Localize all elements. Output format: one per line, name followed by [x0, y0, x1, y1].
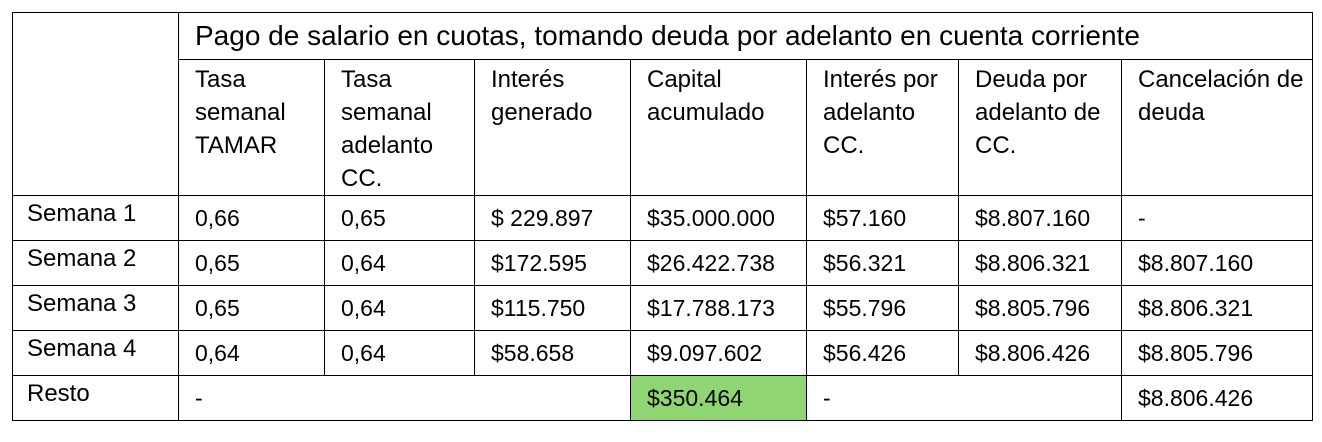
table-cell: $ 229.897 — [474, 195, 631, 241]
table-cell: $26.422.738 — [630, 240, 807, 286]
resto-capital-cell: $350.464 — [630, 375, 807, 421]
table-cell: - — [1120, 195, 1314, 241]
resto-dash-cell: - — [806, 375, 1122, 421]
table-cell: $35.000.000 — [630, 195, 807, 241]
column-header: Cancelación de deuda — [1120, 59, 1314, 196]
table-cell: $8.806.321 — [1120, 285, 1314, 331]
table-cell: 0,65 — [178, 240, 325, 286]
table-cell: $8.807.160 — [1120, 240, 1314, 286]
column-header: Capital acumulado — [630, 59, 807, 196]
column-header: Interés por adelanto CC. — [806, 59, 959, 196]
table-cell: $9.097.602 — [630, 330, 807, 376]
column-header: Tasa semanal TAMAR — [178, 59, 325, 196]
table-cell: $57.160 — [806, 195, 959, 241]
table-row: Semana 1 0,66 0,65 $ 229.897 $35.000.000… — [12, 195, 1314, 241]
table-title: Pago de salario en cuotas, tomando deuda… — [177, 12, 1314, 60]
table-cell: $56.426 — [806, 330, 959, 376]
table-row: Semana 4 0,64 0,64 $58.658 $9.097.602 $5… — [12, 330, 1314, 376]
resto-row: Resto - $350.464 - $8.806.426 — [12, 375, 1314, 421]
table-cell: 0,64 — [324, 285, 475, 331]
header-row: Tasa semanal TAMAR Tasa semanal adelanto… — [13, 59, 1314, 196]
row-label: Semana 4 — [12, 330, 179, 376]
table-cell: $8.806.426 — [958, 330, 1122, 376]
table-cell: $172.595 — [474, 240, 631, 286]
table-row: Semana 2 0,65 0,64 $172.595 $26.422.738 … — [12, 240, 1314, 286]
table-cell: 0,64 — [178, 330, 325, 376]
row-label: Resto — [12, 375, 179, 421]
row-label: Semana 3 — [12, 285, 179, 331]
table-cell: 0,64 — [324, 330, 475, 376]
table-cell: $8.807.160 — [958, 195, 1122, 241]
table-cell: $17.788.173 — [630, 285, 807, 331]
table-cell: 0,66 — [178, 195, 325, 241]
table-cell: $56.321 — [806, 240, 959, 286]
resto-dash-cell: - — [178, 375, 631, 421]
table-cell: $58.658 — [474, 330, 631, 376]
table-cell: 0,65 — [324, 195, 475, 241]
table-row: Semana 3 0,65 0,64 $115.750 $17.788.173 … — [12, 285, 1314, 331]
table-cell: $8.805.796 — [958, 285, 1122, 331]
corner-cell — [12, 12, 179, 196]
resto-cancelacion-cell: $8.806.426 — [1120, 375, 1314, 421]
column-header: Tasa semanal adelanto CC. — [324, 59, 475, 196]
table-cell: 0,65 — [178, 285, 325, 331]
title-row: Pago de salario en cuotas, tomando deuda… — [12, 12, 1314, 196]
column-header: Interés generado — [474, 59, 631, 196]
row-label: Semana 2 — [12, 240, 179, 286]
table-cell: $115.750 — [474, 285, 631, 331]
table-cell: $8.805.796 — [1120, 330, 1314, 376]
table-cell: 0,64 — [324, 240, 475, 286]
column-header: Deuda por adelanto de CC. — [958, 59, 1122, 196]
row-label: Semana 1 — [12, 195, 179, 241]
salary-installments-table: Pago de salario en cuotas, tomando deuda… — [12, 12, 1314, 421]
table-cell: $8.806.321 — [958, 240, 1122, 286]
table-cell: $55.796 — [806, 285, 959, 331]
